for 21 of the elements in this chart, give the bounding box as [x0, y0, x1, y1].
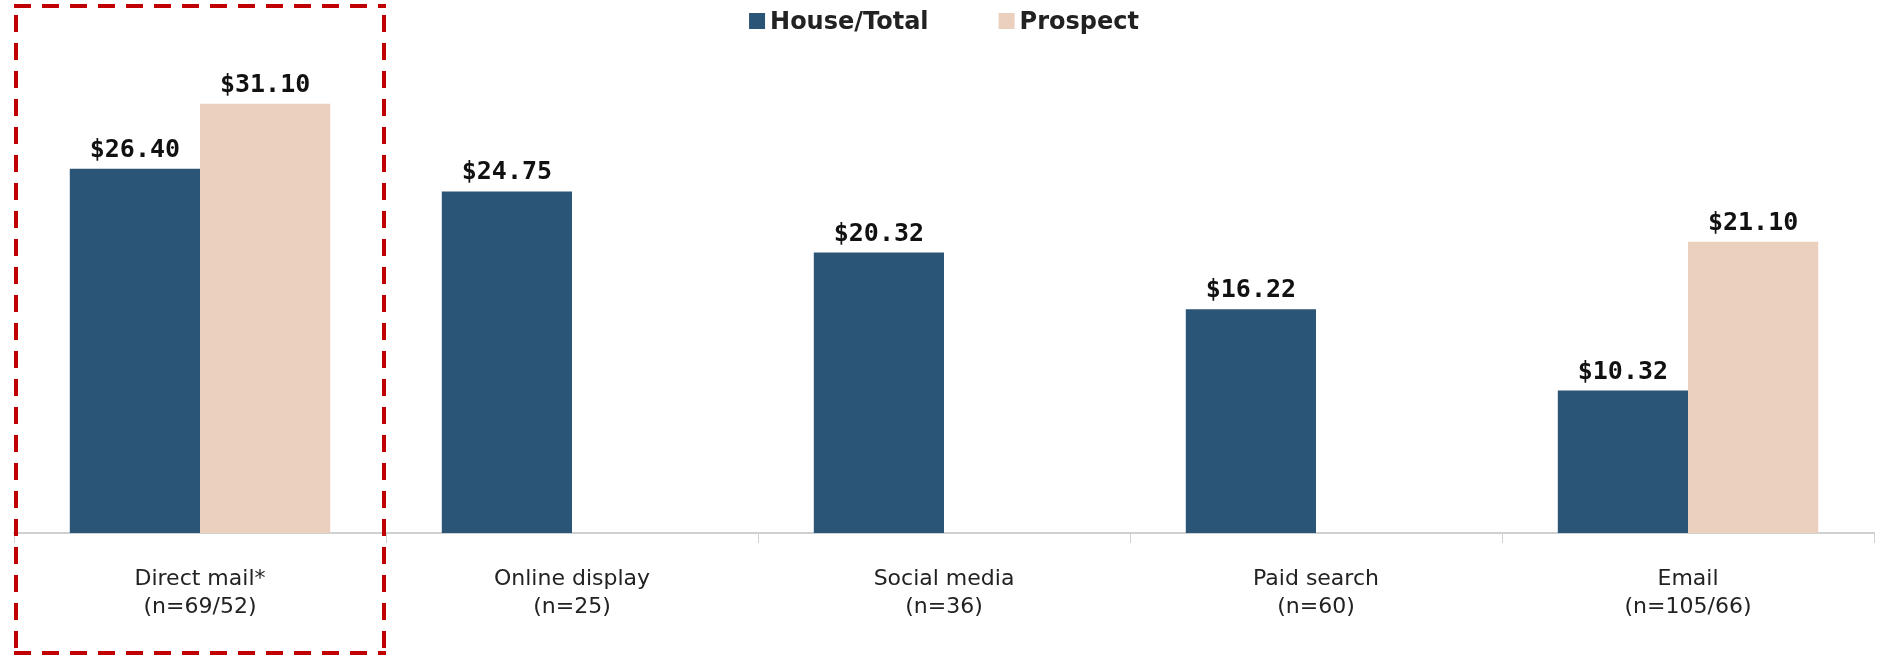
legend-label: Prospect — [1019, 7, 1139, 35]
bar — [1185, 309, 1316, 533]
x-tick-label: Online display (n=25) — [493, 564, 651, 618]
bar — [441, 191, 572, 533]
bar — [1557, 390, 1688, 533]
x-tick-label: Social media (n=36) — [873, 564, 1015, 618]
x-tick-label: Paid search (n=60) — [1253, 564, 1379, 618]
data-label: $16.22 — [1205, 274, 1297, 304]
bar — [200, 103, 331, 533]
data-label: $31.10 — [219, 68, 311, 98]
data-label: $24.75 — [461, 156, 553, 186]
data-label: $26.40 — [89, 133, 181, 163]
bar — [813, 252, 944, 533]
data-label: $10.32 — [1577, 355, 1669, 385]
x-tick-label: Email (n=105/66) — [1624, 564, 1752, 618]
data-label: $21.10 — [1707, 206, 1799, 236]
x-tick-label: Direct mail* (n=69/52) — [134, 564, 266, 618]
data-label: $20.32 — [833, 217, 925, 247]
bar — [1688, 241, 1819, 533]
bar — [69, 168, 200, 533]
legend-label: House/Total — [770, 7, 929, 35]
